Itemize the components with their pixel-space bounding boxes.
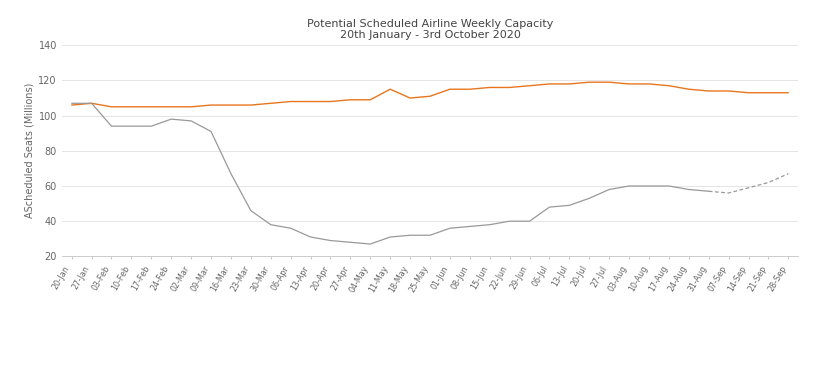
2019 Weekly Capacity [67, 103, 77, 107]
2019 Weekly Capacity [485, 85, 495, 90]
Adjusted Capacity By Week [624, 184, 634, 188]
2019 Weekly Capacity [664, 83, 674, 88]
2019 Weekly Capacity [365, 98, 375, 102]
Adjusted Capacity By Week [106, 124, 116, 129]
Adjusted Capacity By Week [246, 208, 256, 213]
Y-axis label: AScheduled Seats (Millions): AScheduled Seats (Millions) [24, 83, 35, 219]
2019 Weekly Capacity [584, 80, 594, 84]
Line: 2019 Weekly Capacity: 2019 Weekly Capacity [72, 82, 788, 107]
Adjusted Capacity By Week [286, 226, 295, 230]
Adjusted Capacity By Week [365, 242, 375, 246]
2019 Weekly Capacity [524, 83, 534, 88]
2019 Weekly Capacity [504, 85, 514, 90]
2019 Weekly Capacity [783, 90, 793, 95]
2019 Weekly Capacity [744, 90, 754, 95]
Adjusted Capacity By Week [465, 224, 475, 229]
2019 Weekly Capacity [86, 101, 96, 106]
Adjusted Capacity By Week [684, 187, 694, 192]
2019 Weekly Capacity [545, 82, 555, 86]
Line: Adjusted Capacity By Week: Adjusted Capacity By Week [72, 103, 709, 244]
2019 Weekly Capacity [644, 82, 654, 86]
2019 Weekly Capacity [704, 89, 714, 93]
2019 Weekly Capacity [425, 94, 435, 98]
2019 Weekly Capacity [465, 87, 475, 92]
2019 Weekly Capacity [326, 99, 336, 104]
2019 Weekly Capacity [286, 99, 295, 104]
2019 Weekly Capacity [226, 103, 236, 107]
2019 Weekly Capacity [565, 82, 574, 86]
Adjusted Capacity By Week [425, 233, 435, 238]
2019 Weekly Capacity [106, 104, 116, 109]
2019 Weekly Capacity [266, 101, 276, 106]
Adjusted Capacity By Week [206, 129, 216, 134]
Adjusted Capacity By Week [504, 219, 514, 224]
2019 Weekly Capacity [624, 82, 634, 86]
2019 Weekly Capacity [146, 104, 156, 109]
Adjusted Capacity By Week [326, 238, 336, 243]
Adjusted Capacity By Week [86, 101, 96, 106]
Adjusted Capacity By Week [266, 222, 276, 227]
Adjusted Capacity By Week [405, 233, 415, 238]
Adjusted Capacity By Week [67, 101, 77, 106]
Adjusted Capacity By Week [186, 119, 196, 123]
Adjusted Capacity By Week [226, 172, 236, 176]
2019 Weekly Capacity [604, 80, 614, 84]
2019 Weekly Capacity [445, 87, 455, 92]
Adjusted Capacity By Week [545, 205, 555, 209]
2019 Weekly Capacity [385, 87, 395, 92]
2019 Weekly Capacity [684, 87, 694, 92]
Adjusted Capacity By Week [146, 124, 156, 129]
2019 Weekly Capacity [186, 104, 196, 109]
Adjusted Capacity By Week [664, 184, 674, 188]
Adjusted Capacity By Week [584, 196, 594, 201]
2019 Weekly Capacity [723, 89, 733, 93]
Adjusted Capacity By Week [524, 219, 534, 224]
Adjusted Capacity By Week [346, 240, 356, 245]
Adjusted Capacity By Week [704, 189, 714, 193]
Adjusted Capacity By Week [485, 222, 495, 227]
Adjusted Capacity By Week [127, 124, 137, 129]
Adjusted Capacity By Week [385, 235, 395, 239]
2019 Weekly Capacity [764, 90, 774, 95]
2019 Weekly Capacity [206, 103, 216, 107]
2019 Weekly Capacity [346, 98, 356, 102]
Adjusted Capacity By Week [445, 226, 455, 230]
Title: Potential Scheduled Airline Weekly Capacity
20th January - 3rd October 2020: Potential Scheduled Airline Weekly Capac… [307, 19, 553, 40]
2019 Weekly Capacity [246, 103, 256, 107]
2019 Weekly Capacity [127, 104, 137, 109]
2019 Weekly Capacity [166, 104, 176, 109]
Adjusted Capacity By Week [644, 184, 654, 188]
2019 Weekly Capacity [405, 96, 415, 100]
Adjusted Capacity By Week [305, 235, 315, 239]
2019 Weekly Capacity [305, 99, 315, 104]
Adjusted Capacity By Week [166, 117, 176, 121]
Adjusted Capacity By Week [565, 203, 574, 208]
Adjusted Capacity By Week [604, 187, 614, 192]
